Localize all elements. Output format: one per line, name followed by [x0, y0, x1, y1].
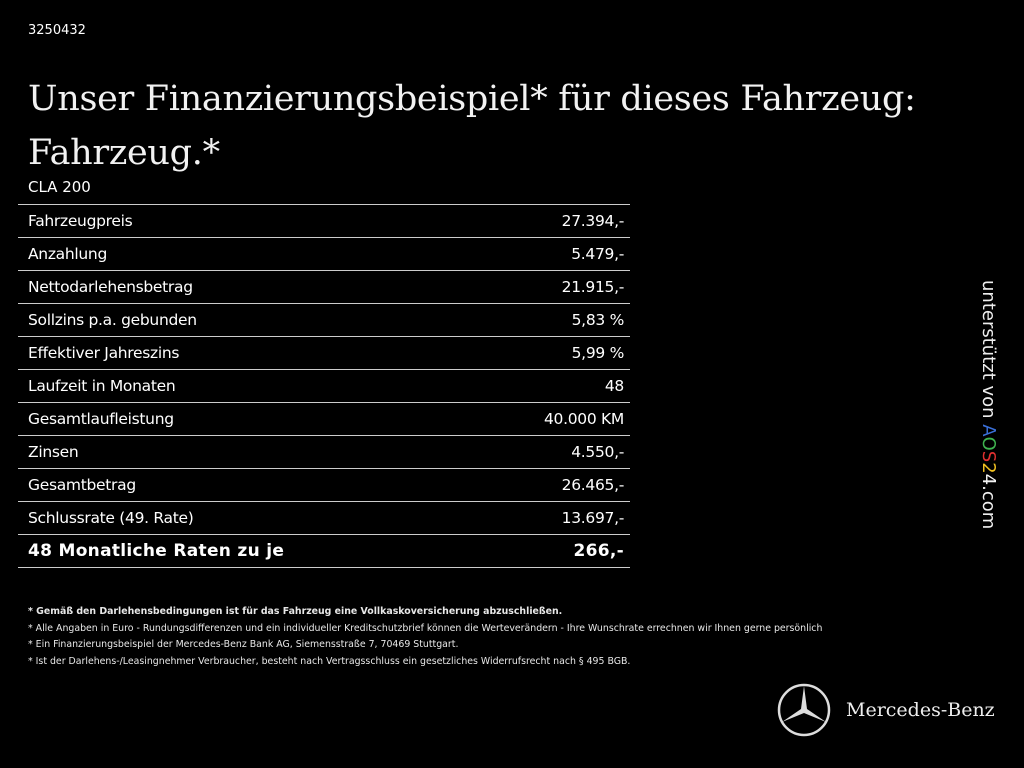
- page-title: Unser Finanzierungsbeispiel* für dieses …: [28, 79, 916, 173]
- table-row: Effektiver Jahreszins 5,99 %: [18, 336, 630, 370]
- table-row: Schlussrate (49. Rate) 13.697,-: [18, 501, 630, 535]
- footnote: * Gemäß den Darlehensbedingungen ist für…: [28, 606, 563, 617]
- footnotes: * Gemäß den Darlehensbedingungen ist für…: [28, 604, 822, 670]
- table-row: Fahrzeugpreis 27.394,-: [18, 204, 630, 238]
- table-row: Gesamtlaufleistung 40.000 KM: [18, 402, 630, 436]
- row-label: Zinsen: [18, 435, 471, 469]
- table-row: Gesamtbetrag 26.465,-: [18, 468, 630, 502]
- table-row: Anzahlung 5.479,-: [18, 237, 630, 271]
- model-name: CLA 200: [28, 178, 91, 196]
- mercedes-benz-logo: Mercedes-Benz: [776, 682, 995, 738]
- row-value: 5,83 %: [470, 303, 630, 337]
- table-row: Zinsen 4.550,-: [18, 435, 630, 469]
- vehicle-code: 3250432: [28, 23, 86, 38]
- table-row: Laufzeit in Monaten 48: [18, 369, 630, 403]
- footnote: * Alle Angaben in Euro - Rundungsdiffere…: [28, 622, 823, 634]
- row-label: Gesamtbetrag: [18, 468, 471, 502]
- row-value: 13.697,-: [470, 501, 630, 535]
- row-label: Schlussrate (49. Rate): [18, 501, 471, 535]
- financing-table: Fahrzeugpreis 27.394,- Anzahlung 5.479,- Net…: [18, 204, 630, 568]
- table-row: 48 Monatliche Raten zu je 266,-: [18, 534, 630, 568]
- aos24-credit: unterstützt von AOS24.com: [978, 280, 999, 530]
- table-row: Nettodarlehensbetrag 21.915,-: [18, 270, 630, 304]
- row-label: Laufzeit in Monaten: [18, 369, 471, 403]
- row-value: 266,-: [470, 534, 630, 568]
- row-value: 21.915,-: [470, 270, 630, 304]
- row-label: Nettodarlehensbetrag: [18, 270, 471, 304]
- row-label: Anzahlung: [18, 237, 471, 271]
- row-value: 5.479,-: [470, 237, 630, 271]
- row-value: 26.465,-: [470, 468, 630, 502]
- row-value: 5,99 %: [470, 336, 630, 370]
- table-row: Sollzins p.a. gebunden 5,83 %: [18, 303, 630, 337]
- row-label: Fahrzeugpreis: [18, 204, 471, 238]
- row-label: Sollzins p.a. gebunden: [18, 303, 471, 337]
- row-value: 48: [470, 369, 630, 403]
- row-value: 4.550,-: [470, 435, 630, 469]
- row-label: 48 Monatliche Raten zu je: [18, 534, 471, 568]
- row-value: 40.000 KM: [470, 402, 630, 436]
- row-value: 27.394,-: [470, 204, 630, 238]
- row-label: Effektiver Jahreszins: [18, 336, 471, 370]
- mercedes-star-icon: [777, 683, 831, 737]
- row-label: Gesamtlaufleistung: [18, 402, 471, 436]
- footnote: * Ein Finanzierungsbeispiel der Mercedes…: [28, 639, 459, 650]
- footnote: * Ist der Darlehens-/Leasingnehmer Verbr…: [28, 655, 631, 667]
